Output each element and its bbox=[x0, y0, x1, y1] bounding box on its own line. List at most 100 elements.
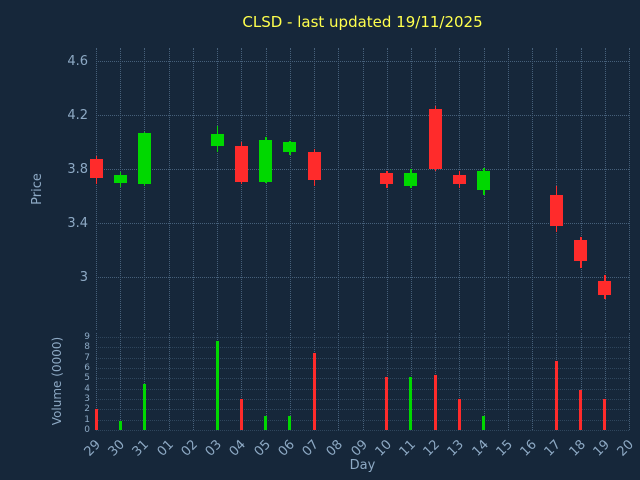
volume-bar bbox=[409, 377, 413, 430]
candle-body bbox=[259, 139, 273, 182]
grid-vline bbox=[314, 48, 316, 330]
grid-vline bbox=[362, 48, 364, 330]
grid-vline bbox=[459, 48, 461, 330]
grid-vline bbox=[338, 333, 340, 430]
candle-body bbox=[89, 158, 103, 178]
candle-body bbox=[283, 142, 297, 152]
grid-vline bbox=[532, 48, 534, 330]
grid-hline bbox=[96, 169, 629, 171]
volume-bar bbox=[118, 420, 122, 430]
grid-vline bbox=[289, 333, 291, 430]
grid-vline bbox=[507, 333, 509, 430]
grid-hline bbox=[96, 61, 629, 63]
volume-tick-label: 3 bbox=[84, 394, 90, 405]
candle-body bbox=[598, 281, 612, 295]
volume-bar bbox=[554, 360, 558, 430]
grid-vline bbox=[532, 333, 534, 430]
grid-vline bbox=[120, 333, 122, 430]
price-tick-label: 4.6 bbox=[67, 54, 88, 70]
grid-vline bbox=[96, 333, 97, 430]
grid-vline bbox=[580, 48, 582, 330]
grid-vline bbox=[580, 333, 582, 430]
volume-tick-label: 7 bbox=[84, 352, 90, 363]
grid-hline-volume bbox=[96, 347, 629, 349]
grid-hline bbox=[96, 115, 629, 117]
volume-bar bbox=[264, 415, 268, 430]
volume-bar bbox=[239, 399, 243, 430]
grid-vline bbox=[265, 48, 267, 330]
volume-tick-label: 5 bbox=[84, 373, 90, 384]
volume-tick-label: 9 bbox=[84, 332, 90, 343]
grid-vline bbox=[338, 48, 340, 330]
grid-hline-volume bbox=[96, 378, 629, 380]
volume-tick-label: 8 bbox=[84, 342, 90, 353]
price-tick-label: 3.8 bbox=[67, 162, 88, 178]
grid-vline bbox=[507, 48, 509, 330]
grid-hline-volume bbox=[96, 368, 629, 370]
grid-vline bbox=[120, 48, 122, 330]
grid-hline-volume bbox=[96, 388, 629, 390]
volume-bar bbox=[433, 375, 437, 430]
grid-vline bbox=[289, 48, 291, 330]
grid-vline bbox=[168, 333, 170, 430]
grid-vline bbox=[96, 48, 97, 330]
volume-tick-label: 1 bbox=[84, 414, 90, 425]
grid-vline bbox=[217, 48, 219, 330]
candle-body bbox=[477, 170, 491, 190]
grid-vline bbox=[629, 333, 630, 430]
candle-body bbox=[380, 173, 394, 185]
grid-vline bbox=[362, 333, 364, 430]
grid-hline-volume bbox=[96, 419, 629, 421]
grid-vline bbox=[410, 48, 412, 330]
volume-bar bbox=[312, 352, 316, 430]
volume-bar bbox=[579, 389, 583, 430]
grid-hline-volume bbox=[96, 357, 629, 359]
chart-title: CLSD - last updated 19/11/2025 bbox=[242, 13, 483, 31]
volume-tick-label: 6 bbox=[84, 363, 90, 374]
candle-body bbox=[549, 195, 563, 227]
grid-vline bbox=[144, 48, 146, 330]
candle-body bbox=[234, 146, 248, 182]
grid-hline bbox=[96, 223, 629, 225]
grid-vline bbox=[604, 333, 606, 430]
volume-bar bbox=[288, 415, 292, 430]
volume-bar bbox=[385, 377, 389, 430]
price-tick-label: 3 bbox=[79, 270, 88, 286]
grid-vline bbox=[241, 48, 243, 330]
grid-vline bbox=[144, 333, 146, 430]
volume-bar bbox=[457, 399, 461, 430]
candle-body bbox=[404, 173, 418, 186]
volume-bar bbox=[482, 415, 486, 430]
volume-bar bbox=[215, 341, 219, 430]
volume-bar bbox=[603, 399, 607, 430]
price-tick-label: 3.4 bbox=[67, 216, 88, 232]
grid-vline bbox=[168, 48, 170, 330]
grid-vline bbox=[192, 48, 194, 330]
grid-hline-volume bbox=[96, 337, 629, 339]
candle-body bbox=[428, 108, 442, 170]
grid-vline bbox=[629, 48, 630, 330]
volume-tick-label: 2 bbox=[84, 404, 90, 415]
volume-bar bbox=[142, 383, 146, 430]
candle-body bbox=[574, 239, 588, 262]
volume-tick-label: 4 bbox=[84, 383, 90, 394]
grid-vline bbox=[386, 48, 388, 330]
day-axis-label: Day bbox=[349, 458, 376, 473]
grid-hline-volume bbox=[96, 399, 629, 401]
grid-hline bbox=[96, 277, 629, 279]
grid-vline bbox=[192, 333, 194, 430]
candle-body bbox=[452, 174, 466, 185]
volume-tick-label: 0 bbox=[84, 425, 90, 435]
grid-hline-volume bbox=[96, 430, 629, 431]
candle-body bbox=[307, 151, 321, 181]
grid-vline bbox=[483, 333, 485, 430]
grid-vline bbox=[241, 333, 243, 430]
candle-body bbox=[137, 133, 151, 185]
candle-body bbox=[210, 134, 224, 147]
grid-vline bbox=[459, 333, 461, 430]
grid-vline bbox=[435, 48, 437, 330]
candle-body bbox=[113, 174, 127, 183]
volume-bar bbox=[94, 409, 98, 430]
